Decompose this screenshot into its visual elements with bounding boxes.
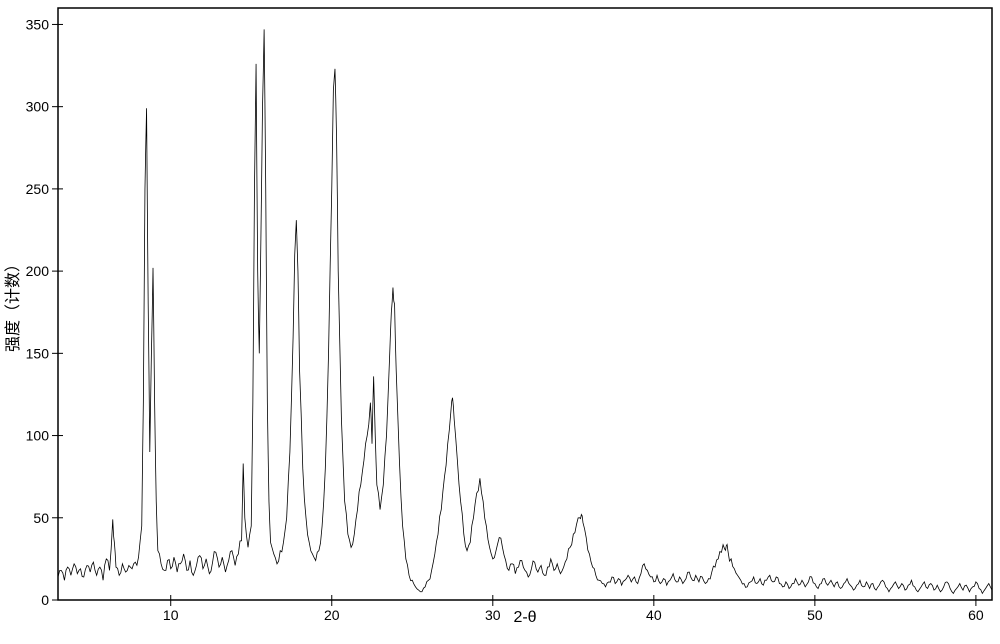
xrd-chart: 0 50 100 150 200 250 300 350 10 20 30 40 50 60 强度（计数…	[0, 0, 1000, 644]
svg-text:20: 20	[324, 607, 340, 623]
x-axis-ticks: 10 20 30 40 50 60	[163, 595, 984, 623]
svg-text:300: 300	[26, 99, 50, 115]
x-axis-label: 2-θ	[513, 609, 536, 626]
svg-text:50: 50	[807, 607, 823, 623]
svg-text:50: 50	[33, 510, 49, 526]
chart-svg: 0 50 100 150 200 250 300 350 10 20 30 40 50 60 强度（计数…	[0, 0, 1000, 644]
svg-text:40: 40	[646, 607, 662, 623]
svg-text:200: 200	[26, 263, 50, 279]
svg-text:100: 100	[26, 428, 50, 444]
svg-text:250: 250	[26, 181, 50, 197]
svg-text:10: 10	[163, 607, 179, 623]
xrd-spectrum-line	[58, 29, 992, 593]
svg-text:150: 150	[26, 345, 50, 361]
plot-border	[58, 8, 992, 600]
svg-text:60: 60	[968, 607, 984, 623]
y-axis-label: 强度（计数）	[4, 256, 22, 352]
svg-text:30: 30	[485, 607, 501, 623]
svg-text:0: 0	[41, 592, 49, 608]
svg-text:350: 350	[26, 16, 50, 32]
